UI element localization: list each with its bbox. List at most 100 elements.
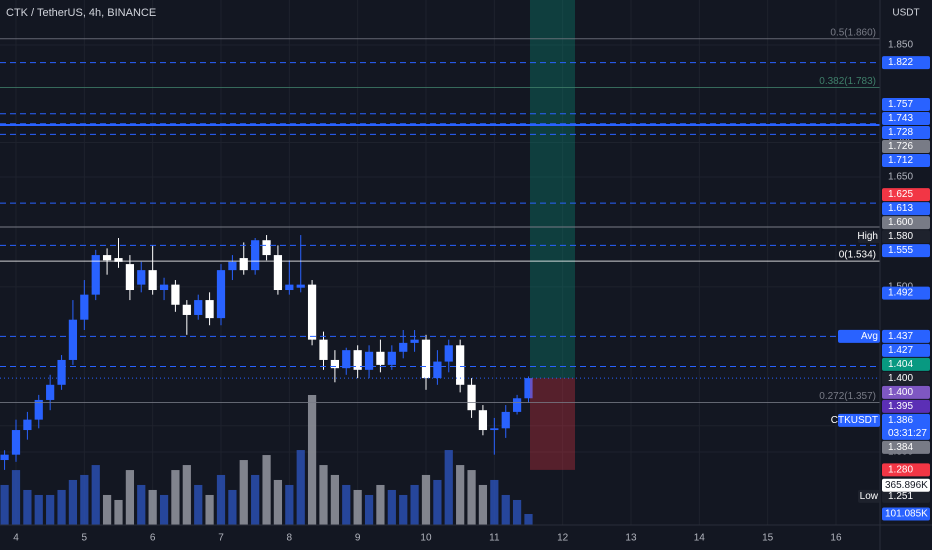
candle-body — [23, 419, 32, 431]
price-label: 1.600 — [888, 217, 913, 228]
volume-bar — [501, 494, 510, 525]
x-tick-label: 13 — [625, 533, 637, 544]
volume-bar — [182, 465, 191, 525]
candle-body — [376, 351, 385, 365]
candle-body — [182, 304, 191, 315]
volume-bar — [364, 494, 374, 525]
candle-body — [342, 350, 351, 369]
volume-bar — [228, 489, 237, 525]
y-tick-label: 1.850 — [888, 40, 913, 51]
countdown-label: 03:31:27 — [888, 428, 927, 439]
volume-bar — [57, 489, 66, 525]
overlay: 0.5(1.860) 0.382(1.783) 0(1.534) 0.272(1.35… — [0, 0, 880, 470]
price-label: 1.400 — [888, 373, 913, 384]
fib-label: 0.5(1.860) — [830, 27, 876, 38]
price-label-box — [882, 357, 930, 371]
volume-bar — [342, 484, 351, 525]
price-label-box — [882, 371, 930, 385]
x-tick-label: 6 — [150, 533, 156, 544]
price-label-box — [882, 413, 930, 440]
price-tag-box — [858, 230, 880, 244]
volume-bar — [46, 494, 55, 525]
volume-bar — [102, 494, 112, 525]
fib-label: 0(1.534) — [839, 250, 876, 261]
candle-body — [410, 339, 419, 343]
fib-label: 0.272(1.357) — [819, 391, 876, 402]
candle-body — [91, 255, 100, 295]
price-label: 1.280 — [888, 465, 913, 476]
volume-bar — [421, 474, 431, 525]
price-label-box — [882, 489, 930, 503]
volume-bar — [296, 450, 305, 525]
price-label: 1.251 — [888, 491, 913, 502]
volume-bar — [478, 484, 488, 525]
volume-bar — [194, 484, 203, 525]
candle-body — [387, 351, 396, 365]
candle-body — [159, 284, 169, 291]
candle-body — [296, 284, 305, 288]
volume-bar — [171, 470, 180, 525]
price-label-box — [882, 126, 930, 140]
candle-body — [399, 342, 408, 352]
candle-body — [490, 428, 499, 431]
price-label: 1.437 — [888, 331, 913, 342]
volume-bar — [319, 465, 328, 525]
price-label-box — [882, 385, 930, 399]
price-label: 1.822 — [888, 57, 913, 68]
price-label: 1.404 — [888, 359, 913, 370]
candle-body — [57, 359, 66, 385]
price-label: 1.726 — [888, 141, 913, 152]
price-tag: High — [857, 231, 878, 242]
x-tick-label: 15 — [762, 533, 774, 544]
plot — [0, 235, 533, 525]
price-axis: 456789101112131415161.8501.7001.6501.500… — [13, 40, 930, 544]
candle-body — [11, 430, 21, 455]
volume-label-box — [882, 507, 930, 521]
price-label-box — [882, 154, 930, 168]
volume-bar — [125, 470, 135, 525]
x-tick-label: 5 — [82, 533, 88, 544]
volume-bar — [387, 489, 396, 525]
price-label-box — [882, 399, 930, 413]
price-tag-box — [858, 489, 880, 503]
candle-body — [205, 300, 214, 319]
price-tag: Avg — [861, 331, 878, 342]
price-label-box — [882, 112, 930, 126]
candle-body — [216, 270, 226, 319]
volume-bar — [205, 494, 214, 525]
candle-body — [330, 359, 340, 369]
price-label-box — [882, 216, 930, 230]
volume-bar — [307, 395, 317, 525]
x-tick-label: 7 — [218, 533, 224, 544]
volume-bar — [512, 499, 522, 525]
volume-bar — [456, 465, 465, 525]
candle-body — [0, 454, 9, 461]
price-tag-box — [838, 413, 880, 427]
candle-body — [467, 384, 476, 411]
price-label: 1.728 — [888, 127, 913, 138]
volume-bar — [0, 484, 9, 525]
price-label-box — [882, 202, 930, 216]
candle-body — [364, 351, 374, 370]
candle-body — [444, 345, 453, 362]
candle-body — [433, 361, 442, 379]
volume-bar — [376, 484, 385, 525]
candle-body — [171, 284, 180, 305]
volume-label: 365.896K — [885, 480, 928, 491]
volume-bar — [11, 470, 21, 525]
volume-bar — [34, 494, 43, 525]
price-label-box — [882, 463, 930, 477]
candle-body — [114, 258, 123, 262]
x-tick-label: 11 — [489, 533, 500, 544]
price-label: 1.400 — [888, 387, 913, 398]
price-label: 1.395 — [888, 401, 913, 412]
volume-bar — [399, 494, 408, 525]
price-label: 1.625 — [888, 189, 913, 200]
price-label-box — [882, 286, 930, 300]
price-label-box — [882, 230, 930, 244]
price-label-box — [882, 98, 930, 112]
volume-bar — [68, 479, 78, 525]
price-label-box — [882, 56, 930, 70]
volume-bar — [467, 470, 476, 525]
